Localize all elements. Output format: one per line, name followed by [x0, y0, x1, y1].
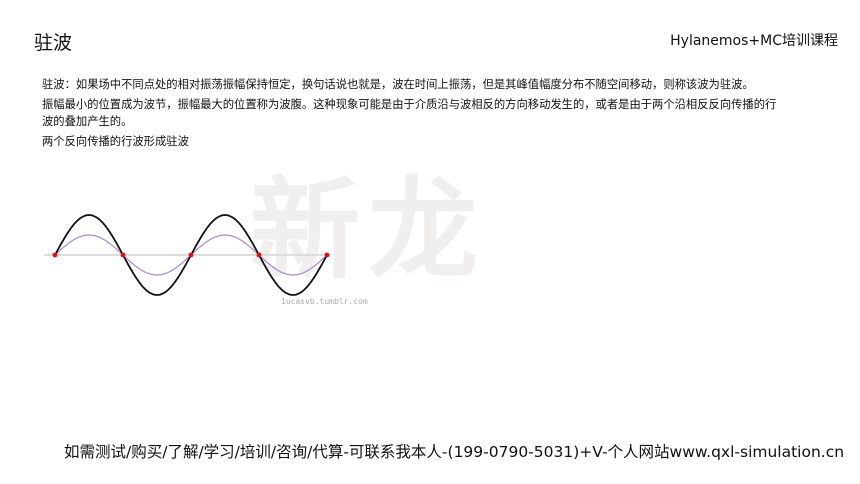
image-credit: 1ucasvb.tumblr.com: [281, 297, 368, 306]
node-point: [256, 252, 262, 258]
slide-title: 驻波: [34, 32, 73, 54]
content-text: 驻波：如果场中不同点处的相对振荡振幅保持恒定，换句话说也就是，波在时间上振荡，但…: [42, 76, 782, 153]
brand-label: Hylanemos+MC培训课程: [670, 33, 838, 49]
watermark-logo: 新龙: [250, 165, 486, 294]
paragraph: 振幅最小的位置成为波节，振幅最大的位置称为波腹。这种现象可能是由于介质沿与波相反…: [42, 98, 777, 128]
standing-wave-figure: [44, 214, 330, 296]
node-point: [120, 252, 126, 258]
node-point: [52, 252, 58, 258]
paragraph: 两个反向传播的行波形成驻波: [42, 135, 189, 148]
paragraph: 驻波：如果场中不同点处的相对振荡振幅保持恒定，换句话说也就是，波在时间上振荡，但…: [42, 78, 754, 91]
footer-contact: 如需测试/购买/了解/学习/培训/咨询/代算-可联系我本人-(199-0790-…: [64, 443, 845, 461]
node-point: [188, 252, 194, 258]
node-point: [324, 252, 330, 258]
